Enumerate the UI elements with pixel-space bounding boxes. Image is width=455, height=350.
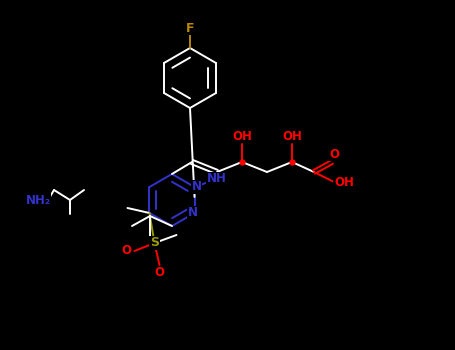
Text: F: F bbox=[186, 21, 194, 35]
Text: N: N bbox=[187, 206, 197, 219]
Text: N: N bbox=[192, 181, 202, 194]
Text: NH: NH bbox=[207, 173, 227, 186]
Text: NH₂: NH₂ bbox=[25, 194, 51, 206]
Text: O: O bbox=[155, 266, 165, 280]
Text: OH: OH bbox=[282, 130, 302, 142]
Text: O: O bbox=[121, 245, 131, 258]
Text: OH: OH bbox=[334, 175, 354, 189]
Text: O: O bbox=[329, 147, 339, 161]
Text: OH: OH bbox=[232, 130, 252, 142]
Text: S: S bbox=[150, 237, 159, 250]
